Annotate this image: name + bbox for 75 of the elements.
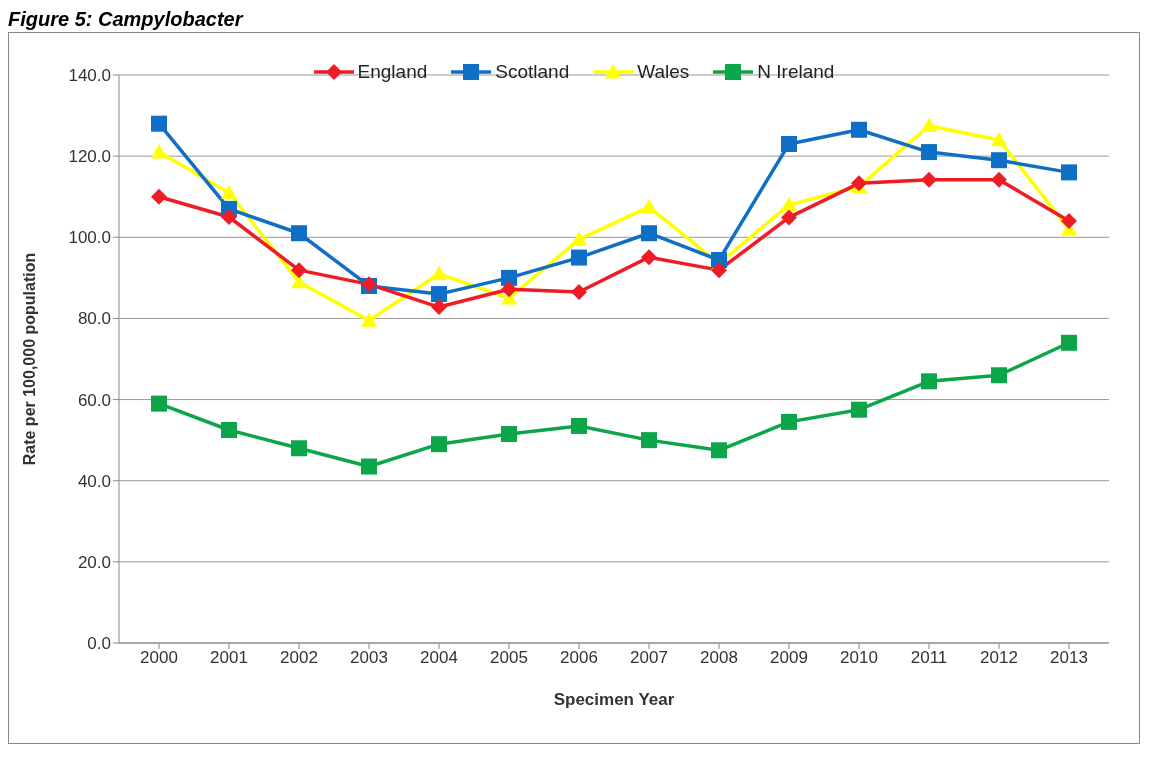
point <box>641 225 657 242</box>
point <box>711 262 727 279</box>
point <box>151 115 167 132</box>
y-tick-label: 0.0 <box>87 634 111 654</box>
point <box>571 231 587 246</box>
point <box>431 436 447 453</box>
point <box>501 269 517 286</box>
point <box>781 209 797 226</box>
point <box>501 281 517 298</box>
point <box>151 188 167 205</box>
point <box>501 426 517 443</box>
legend-label: England <box>357 61 428 83</box>
point <box>781 413 797 430</box>
point <box>431 286 447 303</box>
y-tick-label: 40.0 <box>77 471 111 491</box>
chart-title: Figure 5: Campylobacter <box>8 8 245 32</box>
legend-label: Wales <box>637 61 690 83</box>
y-tick-label: 100.0 <box>68 228 111 248</box>
point <box>431 299 447 316</box>
point <box>991 131 1007 147</box>
point <box>991 171 1007 188</box>
point <box>151 144 167 159</box>
y-tick-label: 60.0 <box>77 390 111 410</box>
point <box>571 417 587 434</box>
point <box>921 171 937 188</box>
x-tick-label: 2005 <box>490 648 528 668</box>
point <box>571 249 587 266</box>
y-axis-title: Rate per 100,000 population <box>20 252 38 466</box>
point <box>711 442 727 459</box>
legend-label: Scotland <box>495 61 570 83</box>
x-tick-label: 2004 <box>420 648 458 668</box>
y-tick-label: 80.0 <box>77 309 111 329</box>
x-tick-label: 2008 <box>700 648 738 668</box>
point <box>291 440 307 457</box>
legend-label: N Ireland <box>757 61 835 83</box>
point <box>781 135 797 152</box>
point <box>1061 213 1077 230</box>
x-tick-label: 2009 <box>770 648 808 668</box>
point <box>991 367 1007 384</box>
point <box>291 262 307 279</box>
x-tick-label: 2007 <box>630 648 668 668</box>
y-tick-label: 20.0 <box>77 552 111 572</box>
point <box>851 401 867 418</box>
point <box>641 198 657 214</box>
point <box>1061 164 1077 181</box>
x-tick-label: 2003 <box>350 648 388 668</box>
x-tick-label: 2000 <box>140 648 178 668</box>
x-tick-label: 2010 <box>840 648 878 668</box>
y-tick-label: 120.0 <box>68 147 111 167</box>
point <box>991 152 1007 169</box>
x-tick-label: 2011 <box>910 648 948 668</box>
point <box>431 265 447 281</box>
point <box>361 312 377 327</box>
point <box>641 432 657 449</box>
x-tick-label: 2001 <box>210 648 248 668</box>
point <box>361 458 377 475</box>
point <box>151 395 167 412</box>
point <box>221 422 237 438</box>
point <box>291 225 307 242</box>
point <box>921 144 937 161</box>
y-tick-label: 140.0 <box>68 66 111 86</box>
point <box>851 121 867 138</box>
x-tick-label: 2006 <box>560 648 598 668</box>
point <box>641 249 657 266</box>
x-tick-label: 2013 <box>1050 648 1088 668</box>
point <box>921 117 937 133</box>
point <box>571 284 587 301</box>
x-tick-label: 2002 <box>280 648 318 668</box>
point <box>921 373 937 390</box>
point <box>1061 334 1077 351</box>
x-tick-label: 2012 <box>980 648 1018 668</box>
point <box>781 196 797 212</box>
x-axis-title: Specimen Year <box>553 690 675 709</box>
point <box>221 209 237 225</box>
point <box>221 184 237 200</box>
